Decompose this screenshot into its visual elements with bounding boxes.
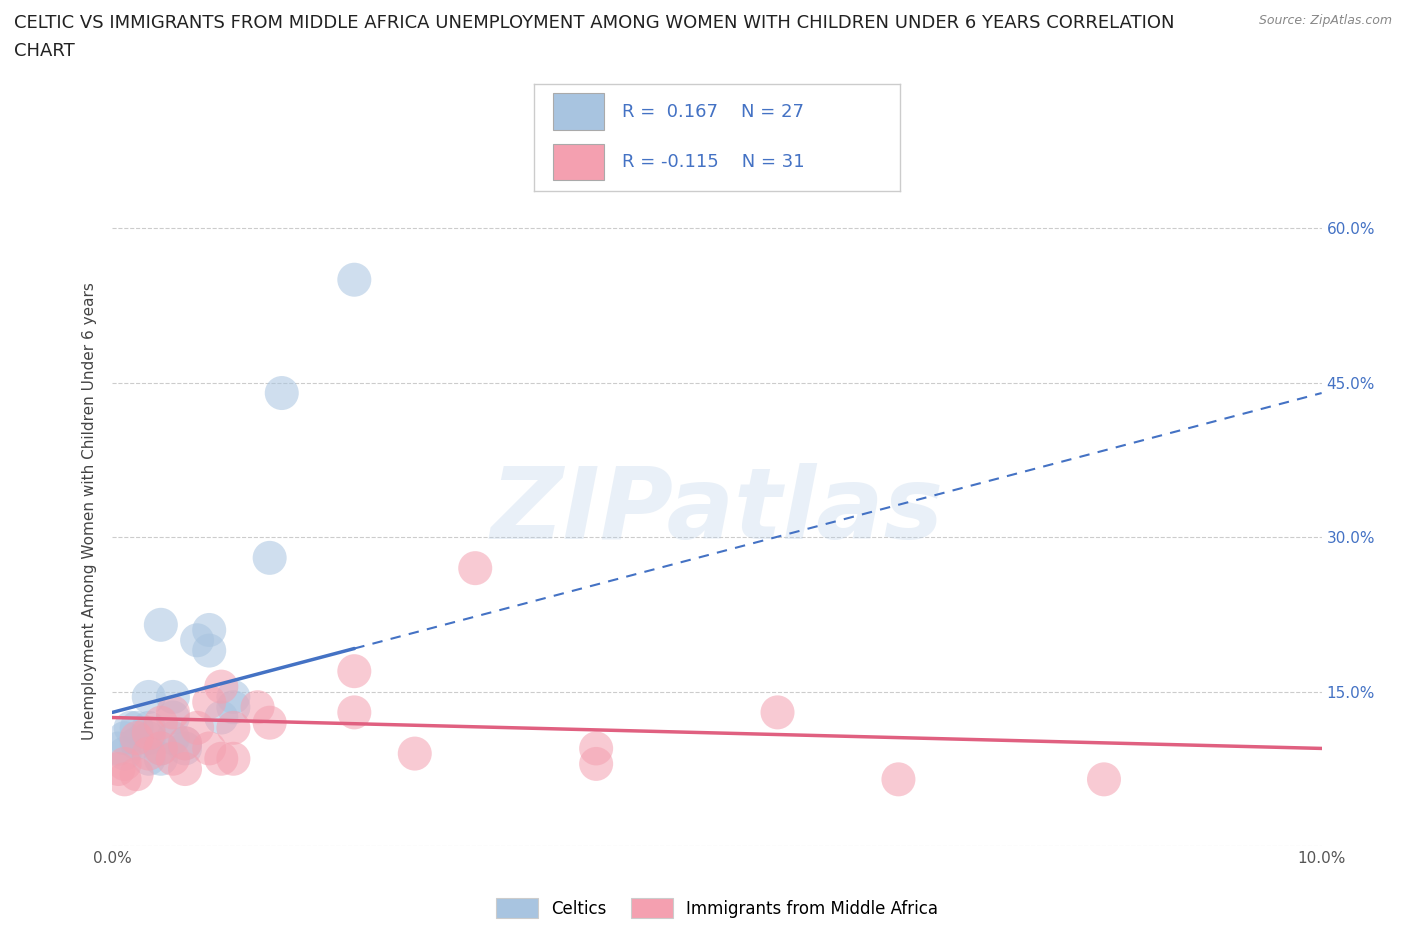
- Point: [174, 741, 197, 756]
- Text: CHART: CHART: [14, 42, 75, 60]
- Point: [585, 741, 607, 756]
- Point: [114, 772, 136, 787]
- Point: [198, 644, 221, 658]
- Point: [162, 689, 184, 704]
- Point: [222, 699, 245, 714]
- Point: [107, 762, 129, 777]
- Point: [149, 751, 172, 766]
- Point: [464, 561, 486, 576]
- Point: [114, 746, 136, 761]
- Point: [149, 741, 172, 756]
- Text: ZIPatlas: ZIPatlas: [491, 463, 943, 560]
- Point: [198, 695, 221, 710]
- Point: [138, 725, 160, 740]
- Point: [162, 711, 184, 725]
- Point: [209, 751, 232, 766]
- Point: [138, 689, 160, 704]
- Point: [246, 699, 269, 714]
- Point: [209, 679, 232, 694]
- Legend: Celtics, Immigrants from Middle Africa: Celtics, Immigrants from Middle Africa: [496, 898, 938, 918]
- Point: [138, 721, 160, 736]
- Point: [174, 736, 197, 751]
- Point: [174, 762, 197, 777]
- Point: [125, 721, 148, 736]
- Point: [270, 386, 292, 401]
- Point: [343, 705, 366, 720]
- Point: [222, 721, 245, 736]
- Point: [887, 772, 910, 787]
- Point: [404, 746, 426, 761]
- Text: R = -0.115    N = 31: R = -0.115 N = 31: [621, 153, 804, 171]
- Point: [149, 715, 172, 730]
- Point: [149, 741, 172, 756]
- Point: [259, 551, 281, 565]
- Point: [1092, 772, 1115, 787]
- Point: [107, 741, 129, 756]
- Point: [149, 618, 172, 632]
- Point: [125, 731, 148, 746]
- Point: [343, 272, 366, 287]
- Point: [222, 689, 245, 704]
- Point: [138, 751, 160, 766]
- Point: [198, 741, 221, 756]
- FancyBboxPatch shape: [553, 93, 603, 129]
- Point: [114, 731, 136, 746]
- Point: [162, 751, 184, 766]
- Point: [585, 756, 607, 771]
- Point: [174, 736, 197, 751]
- Point: [259, 715, 281, 730]
- Point: [162, 731, 184, 746]
- Y-axis label: Unemployment Among Women with Children Under 6 years: Unemployment Among Women with Children U…: [82, 283, 97, 740]
- FancyBboxPatch shape: [553, 143, 603, 180]
- Point: [186, 721, 208, 736]
- Point: [343, 664, 366, 679]
- Point: [198, 622, 221, 637]
- Point: [125, 766, 148, 781]
- Text: CELTIC VS IMMIGRANTS FROM MIDDLE AFRICA UNEMPLOYMENT AMONG WOMEN WITH CHILDREN U: CELTIC VS IMMIGRANTS FROM MIDDLE AFRICA …: [14, 14, 1174, 32]
- Point: [125, 736, 148, 751]
- Point: [162, 705, 184, 720]
- Point: [114, 756, 136, 771]
- Text: R =  0.167    N = 27: R = 0.167 N = 27: [621, 102, 804, 121]
- Text: Source: ZipAtlas.com: Source: ZipAtlas.com: [1258, 14, 1392, 27]
- Point: [186, 632, 208, 647]
- Point: [138, 731, 160, 746]
- Point: [120, 721, 142, 736]
- Point: [222, 751, 245, 766]
- Point: [209, 711, 232, 725]
- Point: [766, 705, 789, 720]
- Point: [138, 746, 160, 761]
